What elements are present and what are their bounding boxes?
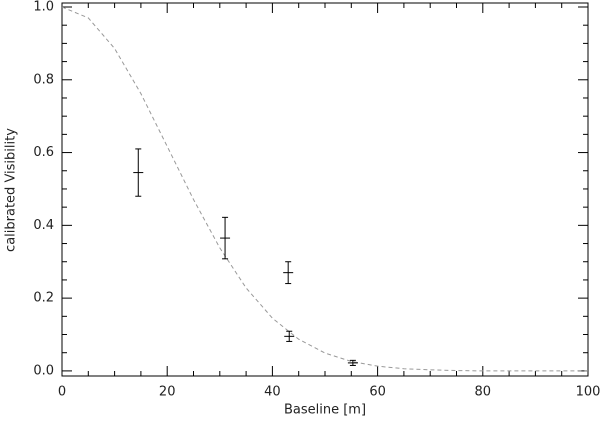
y-axis-label: calibrated Visibility (4, 128, 19, 252)
x-tick-label: 0 (58, 385, 66, 400)
x-tick-label: 100 (576, 385, 600, 400)
y-tick-label: 0.8 (33, 72, 54, 87)
plot-frame (61, 2, 589, 377)
x-axis-label: Baseline [m] (284, 403, 366, 418)
x-tick-label: 40 (264, 385, 281, 400)
y-tick-label: 0.2 (33, 291, 54, 306)
x-tick-label: 60 (369, 385, 386, 400)
y-tick-label: 0.0 (33, 363, 54, 378)
model-curve (61, 6, 588, 372)
x-tick-label: 80 (475, 385, 492, 400)
y-tick-label: 0.6 (33, 145, 54, 160)
y-tick-label: 1.0 (33, 0, 54, 15)
x-tick-label: 20 (159, 385, 176, 400)
y-tick-label: 0.4 (33, 218, 54, 233)
